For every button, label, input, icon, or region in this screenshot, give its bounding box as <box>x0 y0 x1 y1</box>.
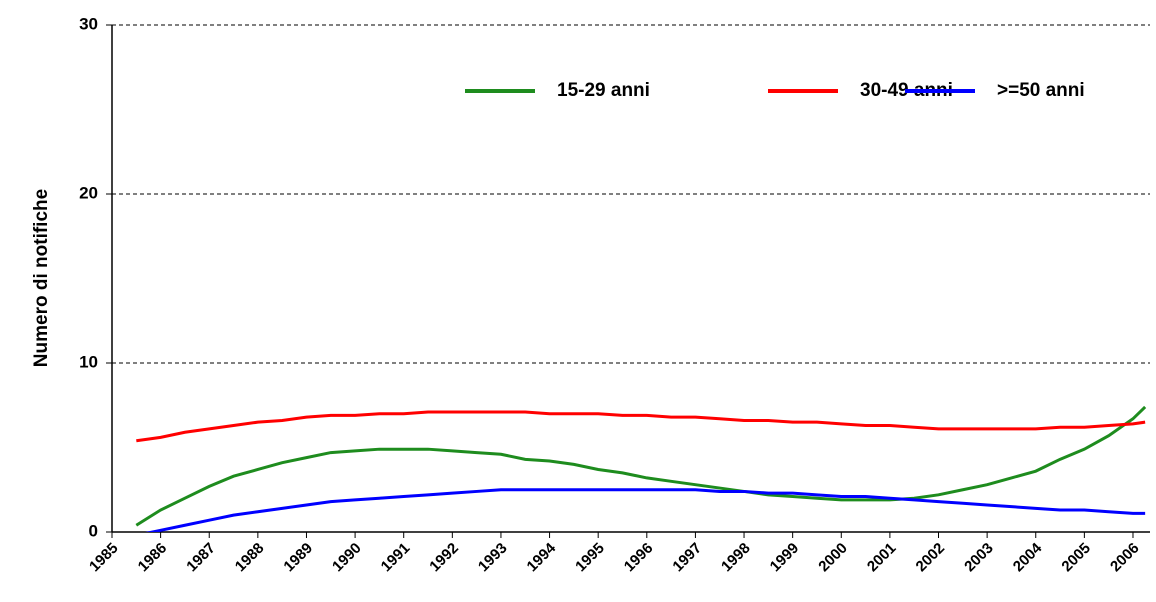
x-tick-label: 2006 <box>1107 540 1143 576</box>
y-axis-label: Numero di notifiche <box>31 189 52 367</box>
x-tick-label: 1995 <box>572 540 608 576</box>
x-tick-label: 1994 <box>524 539 560 575</box>
x-tick-label: 1992 <box>426 540 462 576</box>
x-tick-label: 1998 <box>718 540 754 576</box>
x-tick-label: 1997 <box>669 540 705 576</box>
x-tick-label: 2002 <box>913 540 949 576</box>
legend-label: >=50 anni <box>997 80 1085 101</box>
y-tick-label: 10 <box>79 352 98 371</box>
x-tick-label: 1993 <box>475 540 511 576</box>
x-tick-label: 1989 <box>280 540 316 576</box>
x-tick-label: 1985 <box>86 540 122 576</box>
x-tick-label: 2001 <box>864 540 900 576</box>
y-tick-label: 20 <box>79 183 98 202</box>
x-tick-label: 1988 <box>232 540 268 576</box>
x-tick-label: 1996 <box>621 540 657 576</box>
x-tick-label: 2004 <box>1010 539 1046 575</box>
x-tick-label: 1999 <box>767 540 803 576</box>
x-tick-label: 1990 <box>329 540 365 576</box>
series-line <box>136 410 1146 443</box>
x-tick-label: 1991 <box>378 540 414 576</box>
series-line <box>145 488 1146 532</box>
x-tick-label: 2005 <box>1058 540 1094 576</box>
legend-label: 15-29 anni <box>557 80 650 101</box>
x-tick-label: 1986 <box>135 540 171 576</box>
x-tick-label: 1987 <box>183 540 219 576</box>
x-tick-label: 2000 <box>815 540 851 576</box>
x-tick-label: 2003 <box>961 540 997 576</box>
y-tick-label: 30 <box>79 14 98 33</box>
y-tick-label: 0 <box>89 521 98 540</box>
series-line <box>135 405 1147 527</box>
